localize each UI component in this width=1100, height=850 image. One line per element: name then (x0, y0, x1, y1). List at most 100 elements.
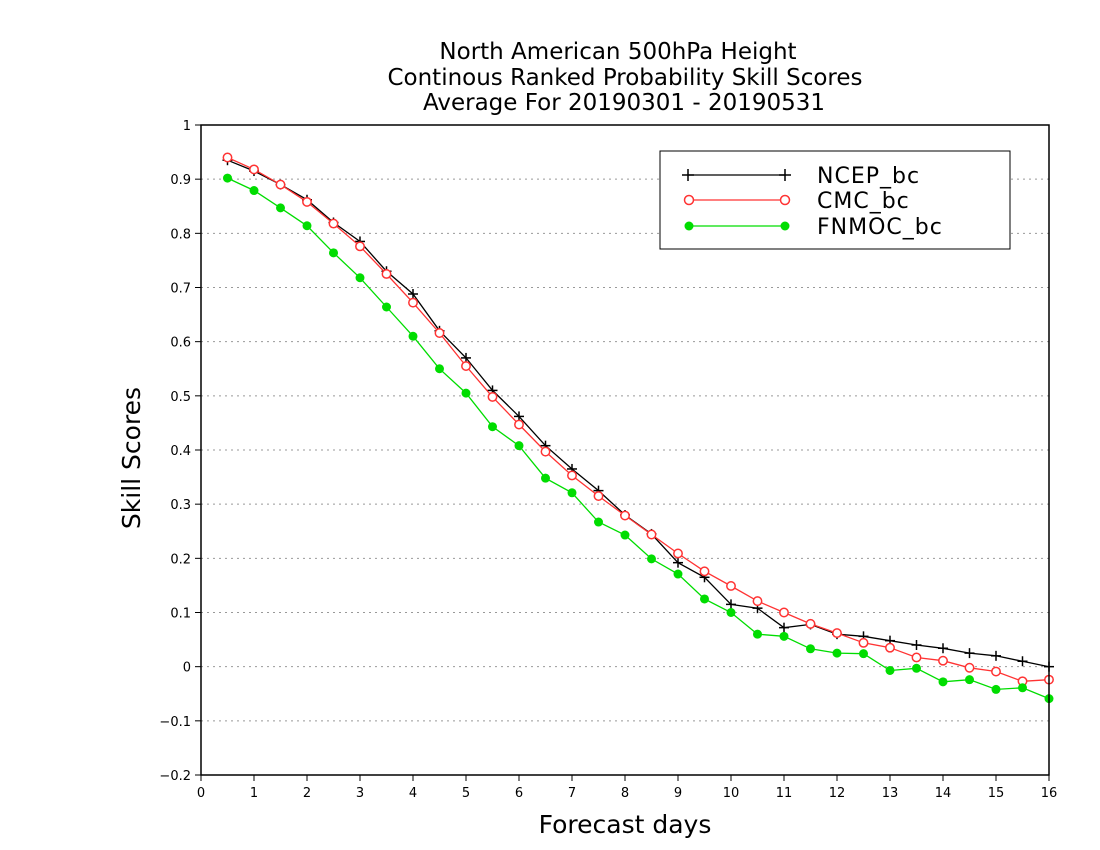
chart-title-line-1: North American 500hPa Height (439, 39, 796, 65)
data-point-ncep-bc (991, 650, 1001, 661)
y-tick-label: 0.3 (170, 498, 191, 513)
y-tick-label: 0.4 (170, 444, 191, 459)
axis-ticks: −0.2−0.100.10.20.30.40.50.60.70.80.910 1 2… (159, 119, 1057, 801)
y-axis-label: Skill Scores (117, 387, 146, 529)
data-point-cmc-bc (381, 269, 392, 279)
x-tick-label: 13 (882, 786, 899, 801)
data-point-fnmoc-bc (912, 663, 921, 673)
data-point-cmc-bc (355, 241, 365, 252)
data-point-fnmoc-bc (753, 629, 762, 639)
data-point-fnmoc-bc (1018, 683, 1027, 693)
data-point-fnmoc-bc (700, 594, 709, 604)
legend-label-cmc: CMC_bc (817, 189, 910, 214)
data-point-fnmoc-bc (647, 554, 656, 564)
data-point-cmc-bc (249, 164, 259, 175)
y-tick-label: 0.9 (170, 173, 191, 188)
y-tick-label: 0.7 (170, 282, 191, 297)
y-tick-label: 0.6 (170, 336, 191, 351)
data-point-ncep-bc (673, 557, 683, 568)
x-tick-label: 2 (303, 786, 311, 801)
data-point-fnmoc-bc (382, 302, 391, 312)
data-point-fnmoc-bc (249, 186, 259, 196)
data-point-ncep-bc (938, 643, 948, 654)
data-point-ncep-bc (964, 648, 975, 659)
data-point-fnmoc-bc (938, 677, 948, 687)
data-point-fnmoc-bc (567, 488, 577, 498)
x-tick-label: 11 (776, 786, 793, 801)
data-point-fnmoc-bc (329, 248, 338, 258)
data-point-fnmoc-bc (991, 684, 1001, 694)
y-tick-label: 1 (183, 119, 191, 134)
x-tick-label: 9 (674, 786, 682, 801)
chart-title-line-2: Continous Ranked Probability Skill Score… (387, 65, 862, 91)
data-point-cmc-bc (461, 361, 471, 371)
legend-label-fnmoc: FNMOC_bc (817, 215, 943, 240)
data-point-fnmoc-bc (620, 530, 630, 540)
data-point-fnmoc-bc (726, 608, 736, 617)
data-point-cmc-bc (673, 548, 683, 559)
data-point-fnmoc-bc (541, 473, 550, 483)
data-point-cmc-bc (620, 510, 630, 521)
data-point-fnmoc-bc (461, 388, 471, 398)
legend-marker-cmc (683, 194, 695, 206)
data-point-fnmoc-bc (488, 422, 497, 432)
data-point-fnmoc-bc (885, 665, 895, 675)
x-tick-label: 14 (935, 786, 952, 801)
plot-series (222, 152, 1054, 704)
x-tick-label: 0 (197, 786, 205, 801)
data-point-fnmoc-bc (779, 631, 789, 641)
data-point-cmc-bc (302, 196, 312, 207)
data-point-fnmoc-bc (355, 273, 365, 283)
data-point-ncep-bc (408, 289, 418, 299)
data-point-fnmoc-bc (673, 569, 683, 579)
data-point-cmc-bc (991, 666, 1001, 677)
data-point-cmc-bc (938, 655, 948, 666)
x-tick-label: 3 (356, 786, 364, 801)
data-point-fnmoc-bc (594, 517, 603, 527)
data-point-fnmoc-bc (832, 648, 842, 658)
legend-marker-cmc-end (779, 194, 791, 206)
x-tick-label: 7 (568, 786, 576, 801)
y-tick-label: 0.2 (170, 552, 191, 567)
data-point-cmc-bc (646, 529, 657, 540)
data-point-cmc-bc (434, 328, 445, 338)
data-point-cmc-bc (540, 446, 551, 457)
data-point-fnmoc-bc (408, 331, 418, 341)
chart-title-line-3: Average For 20190301 - 20190531 (423, 90, 825, 116)
data-point-cmc-bc (275, 179, 286, 190)
data-point-cmc-bc (858, 637, 869, 648)
data-point-fnmoc-bc (223, 173, 232, 183)
x-tick-label: 16 (1041, 786, 1058, 801)
y-tick-label: 0 (183, 661, 191, 676)
x-tick-label: 1 (250, 786, 258, 801)
data-point-cmc-bc (328, 218, 339, 229)
data-point-cmc-bc (752, 596, 763, 607)
x-tick-label: 12 (829, 786, 846, 801)
y-tick-label: −0.2 (159, 769, 191, 784)
data-point-cmc-bc (832, 628, 842, 639)
data-point-cmc-bc (593, 491, 604, 501)
data-point-cmc-bc (567, 470, 577, 481)
plot-frame (200, 124, 1050, 776)
legend: NCEP_bc CMC_bc FNMOC_bc (659, 150, 1011, 250)
x-tick-label: 15 (988, 786, 1005, 801)
data-point-cmc-bc (699, 566, 710, 577)
y-tick-label: 0.8 (170, 227, 191, 242)
legend-marker-fnmoc-end (780, 221, 790, 231)
data-point-cmc-bc (964, 662, 975, 673)
x-tick-label: 6 (515, 786, 523, 801)
data-point-cmc-bc (805, 618, 816, 629)
x-tick-label: 10 (723, 786, 740, 801)
x-tick-label: 4 (409, 786, 417, 801)
data-point-fnmoc-bc (302, 221, 312, 231)
data-point-fnmoc-bc (276, 203, 285, 213)
data-point-cmc-bc (408, 297, 418, 308)
data-point-ncep-bc (1017, 656, 1028, 667)
data-point-ncep-bc (911, 640, 922, 650)
y-tick-label: 0.1 (170, 607, 191, 622)
legend-marker-ncep (682, 169, 791, 181)
y-tick-label: 0.5 (170, 390, 191, 405)
x-tick-label: 5 (462, 786, 470, 801)
legend-label-ncep: NCEP_bc (817, 164, 920, 189)
